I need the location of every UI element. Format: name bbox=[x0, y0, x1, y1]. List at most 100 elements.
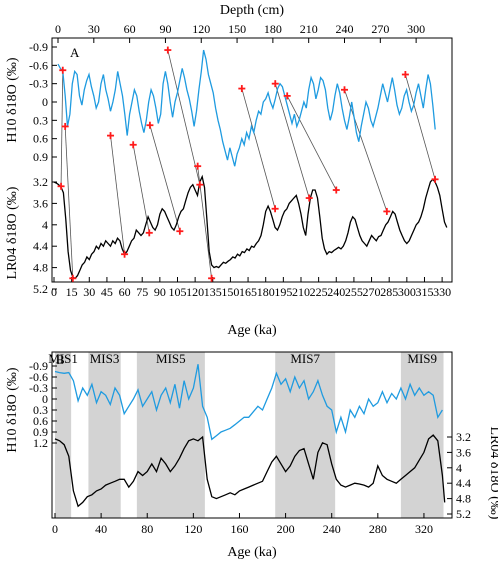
tie-line bbox=[149, 125, 181, 232]
tie-line bbox=[167, 49, 201, 185]
bottom-tick-label: 0 bbox=[51, 285, 57, 299]
tie-point-markers bbox=[57, 46, 439, 282]
lr04-series-line-b bbox=[54, 434, 446, 508]
top-tick-label: 180 bbox=[264, 22, 282, 36]
mis-band bbox=[275, 352, 336, 518]
b-h10-tick-label: -0.6 bbox=[29, 370, 48, 384]
mis-band-label: MIS7 bbox=[290, 351, 320, 366]
tie-line bbox=[241, 88, 276, 209]
bottom-tick-label: 285 bbox=[380, 285, 398, 299]
mis-band-label: MIS5 bbox=[156, 351, 186, 366]
top-tick-label: 90 bbox=[159, 22, 171, 36]
b-bottom-tick-label: 40 bbox=[95, 522, 107, 536]
bottom-tick-label: 255 bbox=[345, 285, 363, 299]
tie-line bbox=[60, 70, 64, 187]
tie-line bbox=[110, 135, 125, 255]
b-h10-tick-label: 0.6 bbox=[33, 414, 48, 428]
bottom-tick-label: 330 bbox=[433, 285, 451, 299]
lr04-axis-title-a: LR04 δ18O (‰) bbox=[5, 186, 20, 279]
mis-band bbox=[88, 352, 121, 518]
h10-tick-label: 0.3 bbox=[33, 113, 48, 127]
bottom-tick-label: 315 bbox=[415, 285, 433, 299]
mis-band-label: MIS1 bbox=[48, 351, 78, 366]
tie-line bbox=[344, 89, 388, 212]
h10-tick-label: 0.6 bbox=[33, 132, 48, 146]
b-h10-tick-label: 0.3 bbox=[33, 403, 48, 417]
bottom-tick-label: 270 bbox=[363, 285, 381, 299]
bottom-tick-label: 150 bbox=[221, 285, 239, 299]
bottom-tick-label: 180 bbox=[257, 285, 275, 299]
panel-a-label: A bbox=[70, 45, 80, 60]
mis-band bbox=[136, 352, 205, 518]
top-tick-label: 120 bbox=[192, 22, 210, 36]
mis-bands: MIS1 MIS3 MIS5 MIS7 MIS9 bbox=[48, 351, 444, 518]
bottom-tick-label: 75 bbox=[136, 285, 148, 299]
top-axis-title: Depth (cm) bbox=[220, 3, 284, 18]
panel-b-label: B bbox=[56, 352, 65, 367]
b-h10-tick-label: 0.9 bbox=[33, 425, 48, 439]
lr04-tick-label: 4.4 bbox=[33, 239, 48, 253]
h10-axis-title-a: H10 δ18O (‰) bbox=[5, 57, 20, 142]
top-tick-label: 150 bbox=[228, 22, 246, 36]
top-axis-ticks: 0 30 60 90 120 150 180 210 240 270 300 bbox=[55, 22, 425, 43]
top-tick-label: 60 bbox=[124, 22, 136, 36]
h10-axis-ticks-b: -0.9-0.6-0.300.30.60.91.2 bbox=[29, 359, 57, 450]
lr04-series-line-a bbox=[53, 174, 448, 280]
bottom-tick-label: 90 bbox=[154, 285, 166, 299]
h10-tick-label: 0 bbox=[42, 95, 48, 109]
panel-b-frame bbox=[51, 351, 453, 519]
top-tick-label: 270 bbox=[371, 22, 389, 36]
top-tick-label: 300 bbox=[407, 22, 425, 36]
b-h10-tick-label: -0.3 bbox=[29, 381, 48, 395]
bottom-tick-label: 45 bbox=[101, 285, 113, 299]
top-tick-label: 210 bbox=[300, 22, 318, 36]
b-bottom-tick-label: 120 bbox=[184, 522, 202, 536]
b-bottom-tick-label: 0 bbox=[52, 522, 58, 536]
bottom-tick-label: 225 bbox=[310, 285, 328, 299]
b-bottom-tick-label: 200 bbox=[277, 522, 295, 536]
mis-band-label: MIS3 bbox=[90, 351, 120, 366]
bottom-tick-label: 165 bbox=[239, 285, 257, 299]
h10-axis-ticks-a: -0.9 -0.6 -0.3 0 0.3 0.6 0.9 bbox=[29, 40, 57, 164]
b-bottom-tick-label: 160 bbox=[230, 522, 248, 536]
tie-lines bbox=[60, 49, 436, 279]
h10-series-line-a bbox=[57, 49, 436, 167]
tie-line bbox=[64, 126, 74, 279]
h10-series-line-b bbox=[54, 364, 443, 441]
bottom-tick-label: 210 bbox=[292, 285, 310, 299]
b-h10-tick-label: -0.9 bbox=[29, 359, 48, 373]
h10-tick-label: -0.3 bbox=[29, 77, 48, 91]
b-h10-tick-label: 0 bbox=[42, 392, 48, 406]
lr04-axis-ticks-a: 3.2 3.6 4 4.4 4.8 5.2 bbox=[33, 175, 57, 296]
b-lr04-tick-label: 4 bbox=[456, 461, 462, 475]
b-lr04-tick-label: 3.2 bbox=[456, 430, 471, 444]
bottom-tick-label: 30 bbox=[83, 285, 95, 299]
bottom-tick-label: 105 bbox=[168, 285, 186, 299]
panel-a-frame bbox=[51, 37, 453, 283]
top-tick-label: 30 bbox=[88, 22, 100, 36]
b-bottom-tick-label: 240 bbox=[323, 522, 341, 536]
bottom-tick-label: 60 bbox=[119, 285, 131, 299]
lr04-tick-label: 5.2 bbox=[33, 282, 48, 296]
bottom-tick-label: 195 bbox=[274, 285, 292, 299]
b-lr04-tick-label: 5.2 bbox=[456, 507, 471, 521]
h10-tick-label: -0.9 bbox=[29, 40, 48, 54]
bottom-axis-ticks-a: 0 15 30 45 60 75 90 105 120 135 150 165 180 195 210 225… bbox=[51, 277, 451, 299]
bottom-tick-label: 15 bbox=[66, 285, 78, 299]
tie-line bbox=[404, 74, 436, 180]
b-h10-tick-label: 1.2 bbox=[33, 436, 48, 450]
lr04-tick-label: 3.6 bbox=[33, 196, 48, 210]
bottom-tick-label: 240 bbox=[327, 285, 345, 299]
b-bottom-tick-label: 80 bbox=[141, 522, 153, 536]
h10-axis-title-b: H10 δ18O (‰) bbox=[5, 367, 20, 452]
lr04-axis-ticks-b: 3.23.6 44.4 4.85.2 bbox=[447, 430, 471, 521]
b-lr04-tick-label: 3.6 bbox=[456, 445, 471, 459]
lr04-tick-label: 4 bbox=[42, 218, 48, 232]
b-bottom-tick-label: 320 bbox=[415, 522, 433, 536]
b-lr04-tick-label: 4.4 bbox=[456, 476, 471, 490]
bottom-axis-title-b: Age (ka) bbox=[227, 545, 277, 560]
bottom-axis-ticks-b: 0 40 80 120 160 200 240 280 320 bbox=[52, 513, 433, 536]
bottom-tick-label: 120 bbox=[186, 285, 204, 299]
bottom-tick-label: 300 bbox=[398, 285, 416, 299]
